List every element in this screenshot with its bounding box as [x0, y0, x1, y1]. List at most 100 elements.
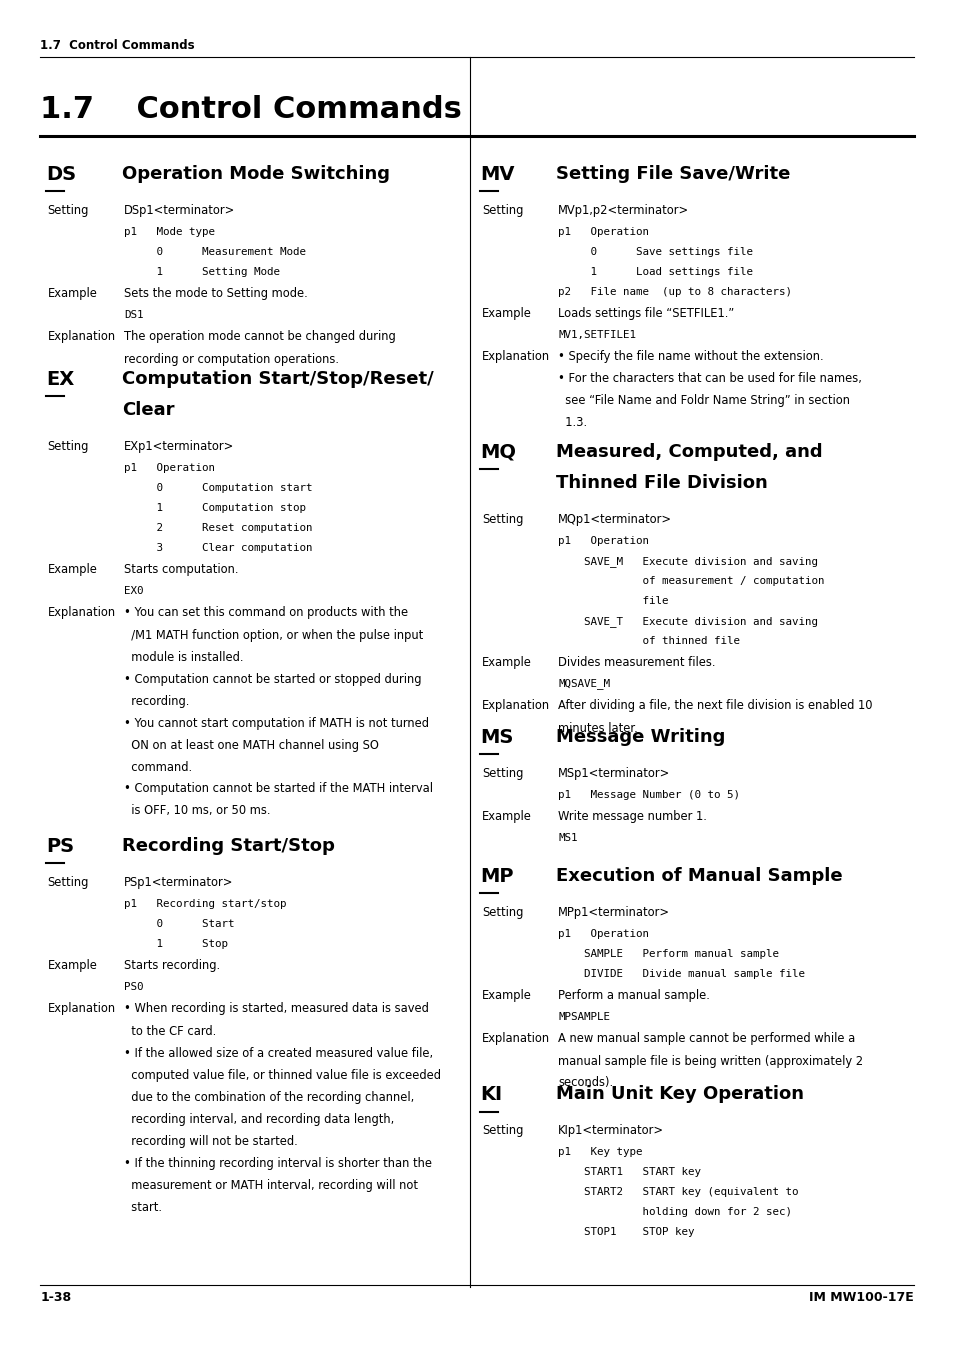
- Text: 0      Start: 0 Start: [124, 919, 234, 929]
- Text: 1-38: 1-38: [40, 1291, 71, 1304]
- Text: p1   Operation: p1 Operation: [124, 463, 214, 472]
- Text: • If the allowed size of a created measured value file,: • If the allowed size of a created measu…: [124, 1046, 433, 1060]
- Text: IM MW100-17E: IM MW100-17E: [808, 1291, 913, 1304]
- Text: Explanation: Explanation: [481, 1031, 549, 1045]
- Text: command.: command.: [124, 760, 192, 774]
- Text: START2   START key (equivalent to: START2 START key (equivalent to: [558, 1187, 798, 1197]
- Text: SAVE_T   Execute division and saving: SAVE_T Execute division and saving: [558, 616, 818, 626]
- Text: Explanation: Explanation: [481, 698, 549, 711]
- Text: MS1: MS1: [558, 833, 577, 842]
- Text: to the CF card.: to the CF card.: [124, 1025, 216, 1038]
- Text: STOP1    STOP key: STOP1 STOP key: [558, 1227, 694, 1237]
- Text: 1      Setting Mode: 1 Setting Mode: [124, 266, 280, 277]
- Text: holding down for 2 sec): holding down for 2 sec): [558, 1207, 791, 1218]
- Text: Sets the mode to Setting mode.: Sets the mode to Setting mode.: [124, 286, 308, 300]
- Text: EX0: EX0: [124, 586, 143, 595]
- Text: 1      Load settings file: 1 Load settings file: [558, 266, 752, 277]
- Text: PS: PS: [46, 837, 73, 856]
- Text: Example: Example: [481, 988, 531, 1002]
- Text: Setting: Setting: [481, 1125, 522, 1137]
- Text: recording.: recording.: [124, 695, 190, 707]
- Text: Example: Example: [48, 958, 97, 972]
- Text: 1.7    Control Commands: 1.7 Control Commands: [40, 95, 461, 123]
- Text: Setting: Setting: [481, 906, 522, 918]
- Text: measurement or MATH interval, recording will not: measurement or MATH interval, recording …: [124, 1179, 417, 1192]
- Text: 1.7  Control Commands: 1.7 Control Commands: [40, 39, 194, 51]
- Text: ON on at least one MATH channel using SO: ON on at least one MATH channel using SO: [124, 738, 378, 752]
- Text: PSp1<terminator>: PSp1<terminator>: [124, 876, 233, 888]
- Text: 1      Computation stop: 1 Computation stop: [124, 502, 306, 513]
- Text: recording interval, and recording data length,: recording interval, and recording data l…: [124, 1112, 394, 1126]
- Text: SAMPLE   Perform manual sample: SAMPLE Perform manual sample: [558, 949, 779, 958]
- Text: Loads settings file “SETFILE1.”: Loads settings file “SETFILE1.”: [558, 306, 734, 320]
- Text: EX: EX: [46, 370, 74, 389]
- Text: • When recording is started, measured data is saved: • When recording is started, measured da…: [124, 1002, 429, 1015]
- Text: p1   Mode type: p1 Mode type: [124, 227, 214, 236]
- Text: recording will not be started.: recording will not be started.: [124, 1135, 297, 1148]
- Text: MP: MP: [479, 867, 513, 886]
- Text: 0      Measurement Mode: 0 Measurement Mode: [124, 247, 306, 256]
- Text: The operation mode cannot be changed during: The operation mode cannot be changed dur…: [124, 329, 395, 343]
- Text: KI: KI: [479, 1085, 501, 1104]
- Text: p1   Key type: p1 Key type: [558, 1148, 642, 1157]
- Text: module is installed.: module is installed.: [124, 651, 243, 664]
- Text: Setting: Setting: [48, 440, 89, 452]
- Text: 2      Reset computation: 2 Reset computation: [124, 522, 313, 533]
- Text: START1   START key: START1 START key: [558, 1168, 700, 1177]
- Text: DIVIDE   Divide manual sample file: DIVIDE Divide manual sample file: [558, 968, 804, 979]
- Text: p1   Operation: p1 Operation: [558, 227, 648, 236]
- Text: MV: MV: [479, 165, 514, 184]
- Text: DSp1<terminator>: DSp1<terminator>: [124, 204, 235, 216]
- Text: Perform a manual sample.: Perform a manual sample.: [558, 988, 709, 1002]
- Text: MQ: MQ: [479, 443, 516, 462]
- Text: Clear: Clear: [122, 401, 174, 418]
- Text: p1   Recording start/stop: p1 Recording start/stop: [124, 899, 286, 909]
- Text: 3      Clear computation: 3 Clear computation: [124, 543, 313, 552]
- Text: Starts computation.: Starts computation.: [124, 563, 238, 575]
- Text: recording or computation operations.: recording or computation operations.: [124, 352, 338, 366]
- Text: p1   Operation: p1 Operation: [558, 536, 648, 545]
- Text: Example: Example: [48, 563, 97, 575]
- Text: Setting: Setting: [481, 204, 522, 216]
- Text: Execution of Manual Sample: Execution of Manual Sample: [556, 867, 841, 884]
- Text: MPp1<terminator>: MPp1<terminator>: [558, 906, 669, 918]
- Text: Setting: Setting: [481, 767, 522, 779]
- Text: MSp1<terminator>: MSp1<terminator>: [558, 767, 670, 779]
- Text: Setting File Save/Write: Setting File Save/Write: [556, 165, 790, 182]
- Text: 0      Computation start: 0 Computation start: [124, 483, 313, 493]
- Text: of measurement / computation: of measurement / computation: [558, 575, 823, 586]
- Text: • If the thinning recording interval is shorter than the: • If the thinning recording interval is …: [124, 1157, 432, 1169]
- Text: After dividing a file, the next file division is enabled 10: After dividing a file, the next file div…: [558, 698, 872, 711]
- Text: • You can set this command on products with the: • You can set this command on products w…: [124, 606, 408, 618]
- Text: Explanation: Explanation: [48, 1002, 115, 1015]
- Text: Message Writing: Message Writing: [556, 728, 725, 745]
- Text: computed value file, or thinned value file is exceeded: computed value file, or thinned value fi…: [124, 1069, 440, 1081]
- Text: Setting: Setting: [481, 513, 522, 525]
- Text: /M1 MATH function option, or when the pulse input: /M1 MATH function option, or when the pu…: [124, 629, 423, 641]
- Text: • Specify the file name without the extension.: • Specify the file name without the exte…: [558, 350, 822, 363]
- Text: Main Unit Key Operation: Main Unit Key Operation: [556, 1085, 803, 1103]
- Text: DS: DS: [46, 165, 76, 184]
- Text: Setting: Setting: [48, 876, 89, 888]
- Text: 1      Stop: 1 Stop: [124, 938, 228, 949]
- Text: Recording Start/Stop: Recording Start/Stop: [122, 837, 335, 855]
- Text: • You cannot start computation if MATH is not turned: • You cannot start computation if MATH i…: [124, 717, 429, 729]
- Text: due to the combination of the recording channel,: due to the combination of the recording …: [124, 1091, 414, 1104]
- Text: Example: Example: [481, 656, 531, 668]
- Text: EXp1<terminator>: EXp1<terminator>: [124, 440, 234, 452]
- Text: manual sample file is being written (approximately 2: manual sample file is being written (app…: [558, 1054, 862, 1068]
- Text: Example: Example: [481, 810, 531, 822]
- Text: MQp1<terminator>: MQp1<terminator>: [558, 513, 671, 525]
- Text: MS: MS: [479, 728, 513, 747]
- Text: Thinned File Division: Thinned File Division: [556, 474, 767, 491]
- Text: is OFF, 10 ms, or 50 ms.: is OFF, 10 ms, or 50 ms.: [124, 805, 271, 818]
- Text: minutes later.: minutes later.: [558, 721, 638, 734]
- Text: 1.3.: 1.3.: [558, 416, 587, 429]
- Text: Example: Example: [48, 286, 97, 300]
- Text: MVp1,p2<terminator>: MVp1,p2<terminator>: [558, 204, 688, 216]
- Text: MPSAMPLE: MPSAMPLE: [558, 1011, 610, 1022]
- Text: Computation Start/Stop/Reset/: Computation Start/Stop/Reset/: [122, 370, 434, 387]
- Text: • For the characters that can be used for file names,: • For the characters that can be used fo…: [558, 373, 862, 386]
- Text: Divides measurement files.: Divides measurement files.: [558, 656, 715, 668]
- Text: Setting: Setting: [48, 204, 89, 216]
